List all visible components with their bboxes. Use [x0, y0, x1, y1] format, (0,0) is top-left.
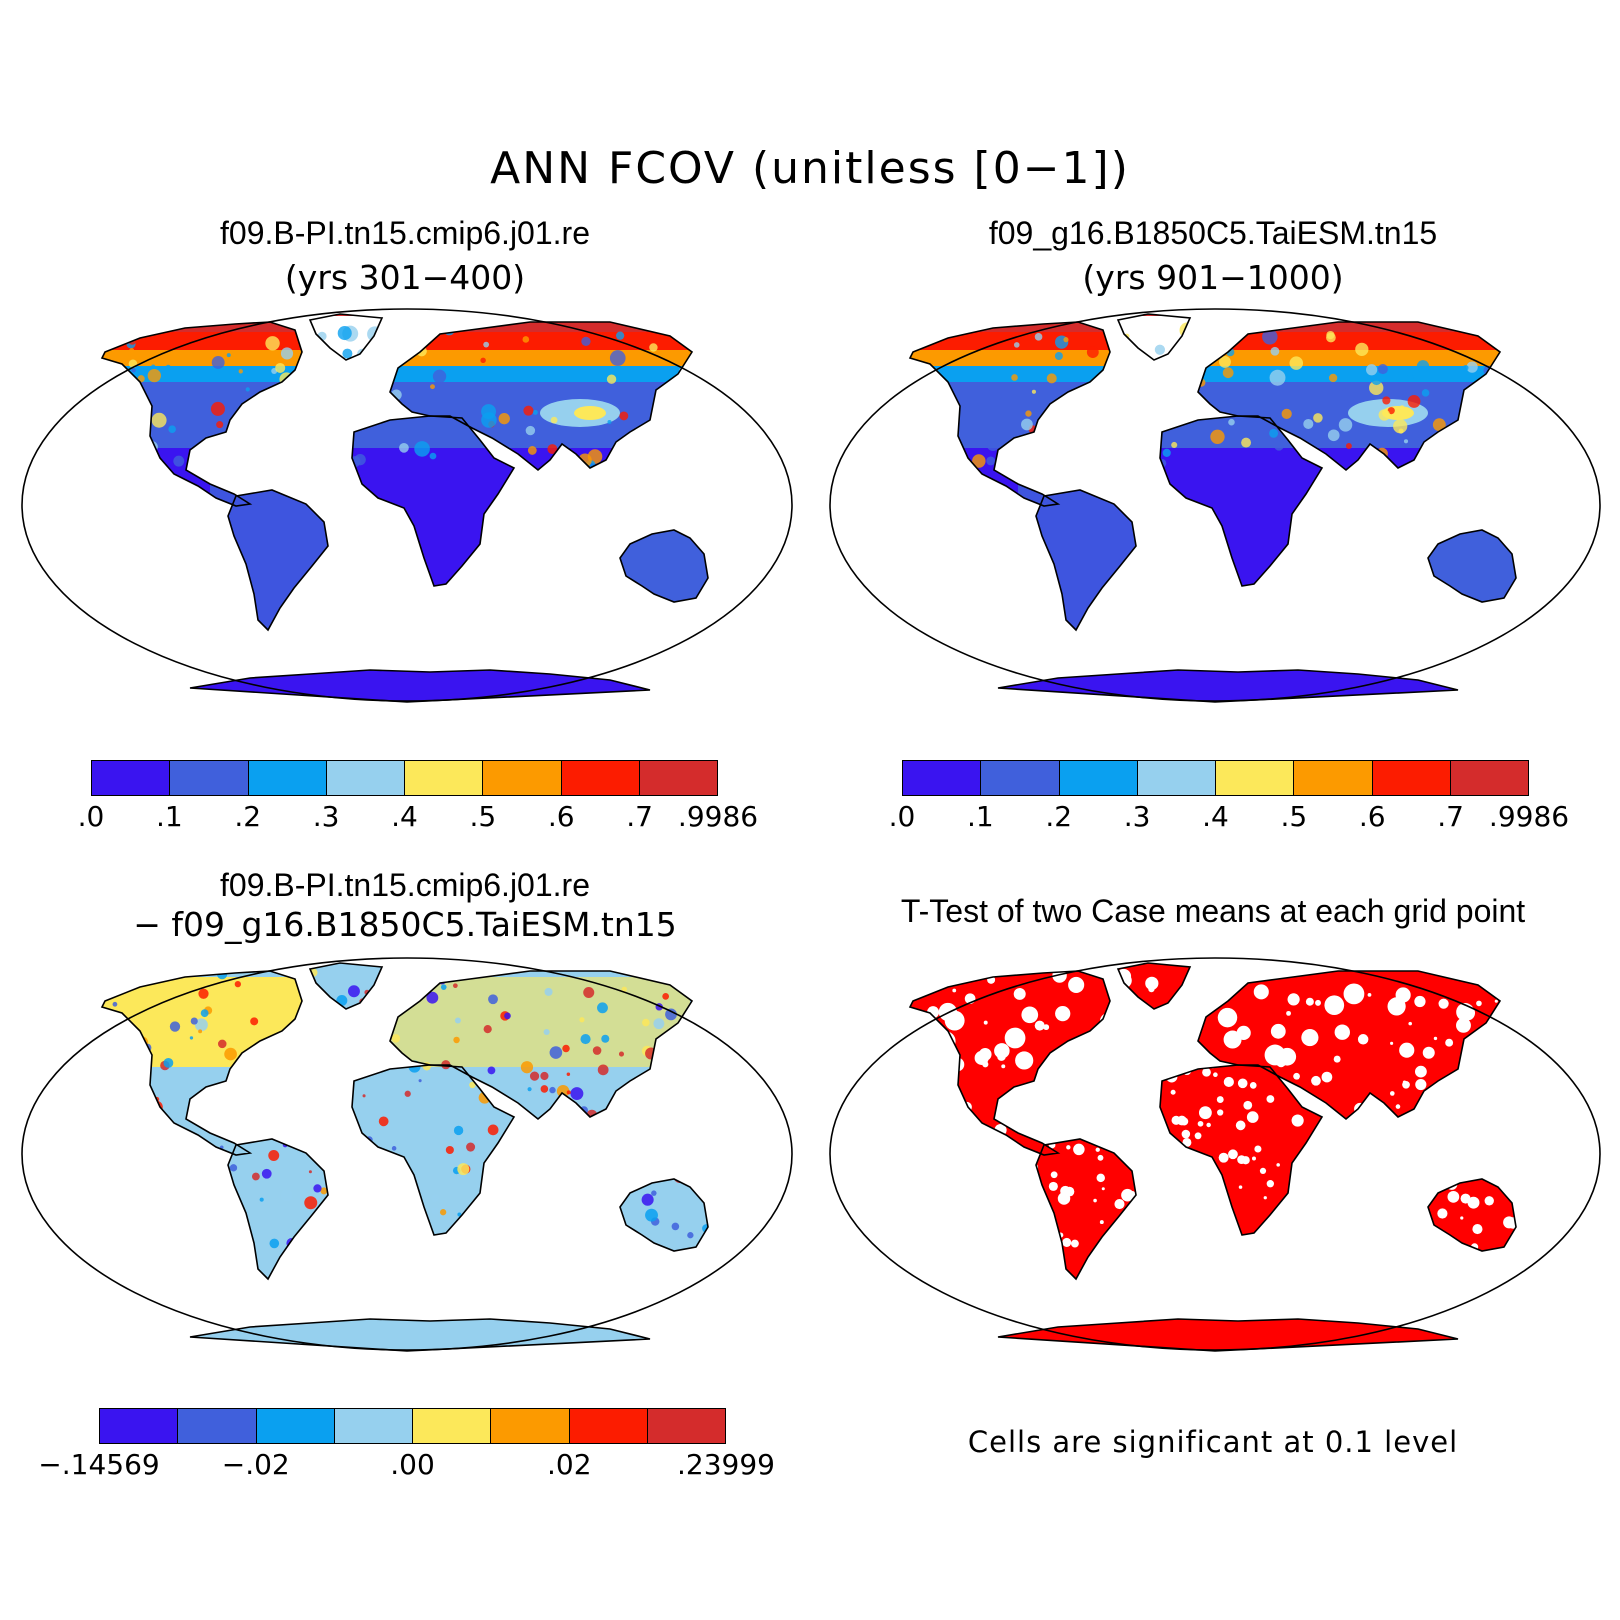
colorbar-tick-label: .6	[547, 800, 575, 833]
colorbar-swatch	[100, 1409, 179, 1443]
colorbar-tick-label: .4	[391, 800, 418, 833]
coastline-greenland	[308, 962, 384, 1010]
colorbar-tick-label: .5	[1280, 800, 1308, 833]
colorbar-swatch	[256, 1409, 335, 1443]
panel4-map	[829, 957, 1601, 1352]
colorbar-swatch	[483, 761, 562, 795]
panel2-subtitle: (yrs 901−1000)	[1082, 258, 1344, 297]
colorbar-tick-label: .3	[312, 800, 340, 833]
coastline-northAmerica	[100, 321, 303, 507]
coastline-northAmerica	[100, 970, 303, 1156]
colorbar-tick-label: .1	[156, 800, 183, 833]
coastline-northAmerica	[908, 970, 1111, 1156]
colorbar-swatch	[92, 761, 171, 795]
colorbar-tick-label: .0	[888, 800, 916, 833]
panel3-map	[21, 957, 793, 1352]
colorbar-tick-label: .2	[234, 800, 262, 833]
coastline-southAmerica	[1035, 1138, 1137, 1281]
coastline-africa	[351, 1064, 516, 1236]
coastline-antarctica	[997, 669, 1459, 703]
colorbar-tick-label: .9986	[1488, 800, 1570, 833]
colorbar-swatch	[248, 761, 327, 795]
coastline-australia	[1427, 1178, 1517, 1252]
colorbar-panel2-labels: .0 .1 .2 .3 .4 .5 .6 .7 .9986	[889, 800, 1569, 836]
colorbar-swatch	[903, 761, 982, 795]
coastline-greenland	[308, 313, 384, 361]
coastline-africa	[351, 415, 516, 587]
colorbar-tick-label: .7	[1437, 800, 1464, 833]
colorbar-tick-label: .5	[469, 800, 497, 833]
colorbar-tick-label: −.14569	[38, 1448, 160, 1481]
colorbar-swatch	[1372, 761, 1451, 795]
coastline-australia	[619, 1178, 709, 1252]
colorbar-swatch	[1216, 761, 1295, 795]
colorbar-tick-label: .23999	[677, 1448, 775, 1481]
colorbar-tick-label: .7	[626, 800, 653, 833]
colorbar-swatch	[1294, 761, 1373, 795]
ttest-significance-note: Cells are significant at 0.1 level	[967, 1425, 1459, 1459]
colorbar-tick-label: .1	[967, 800, 994, 833]
colorbar-tick-label: .02	[546, 1448, 592, 1481]
colorbar-tick-label: .2	[1045, 800, 1073, 833]
colorbar-tick-label: .3	[1123, 800, 1151, 833]
panel1-title: f09.B-PI.tn15.cmip6.j01.re	[220, 215, 590, 251]
colorbar-swatch	[334, 1409, 413, 1443]
panel1-subtitle: (yrs 301−400)	[284, 258, 526, 297]
coastline-africa	[1159, 415, 1324, 587]
map-boundary	[829, 957, 1601, 1351]
map-boundary	[21, 957, 793, 1351]
map-boundary	[829, 308, 1601, 702]
map-boundary	[21, 308, 793, 702]
panel1-map	[21, 308, 793, 703]
colorbar-panel3-labels: −.14569 −.02 .00 .02 .23999	[38, 1448, 775, 1484]
panel2-title: f09_g16.B1850C5.TaiESM.tn15	[988, 215, 1438, 251]
colorbar-swatch	[981, 761, 1060, 795]
colorbar-tick-label: −.02	[221, 1448, 290, 1481]
coastline-antarctica	[997, 1318, 1459, 1352]
colorbar-swatch	[561, 761, 640, 795]
colorbar-swatch	[178, 1409, 257, 1443]
colorbar-tick-label: .4	[1202, 800, 1229, 833]
colorbar-swatch	[326, 761, 405, 795]
coastline-northAmerica	[908, 321, 1111, 507]
colorbar-swatch	[569, 1409, 648, 1443]
coastline-southAmerica	[1035, 489, 1137, 632]
colorbar-swatch	[647, 1409, 725, 1443]
colorbar-panel3	[99, 1408, 726, 1444]
colorbar-panel1-labels: .0 .1 .2 .3 .4 .5 .6 .7 .9986	[78, 800, 758, 836]
figure-title: ANN FCOV (unitless [0−1])	[490, 143, 1130, 194]
panel3-subtitle: − f09_g16.B1850C5.TaiESM.tn15	[133, 905, 677, 944]
coastline-eurasia	[1197, 321, 1502, 472]
colorbar-panel2	[902, 760, 1529, 796]
colorbar-swatch	[413, 1409, 492, 1443]
coastline-australia	[619, 529, 709, 603]
colorbar-swatch	[639, 761, 717, 795]
coastline-eurasia	[389, 321, 694, 472]
coastline-southAmerica	[227, 489, 329, 632]
coastline-southAmerica	[227, 1138, 329, 1281]
colorbar-tick-label: .6	[1358, 800, 1386, 833]
coastline-antarctica	[189, 669, 651, 703]
panel3-title: f09.B-PI.tn15.cmip6.j01.re	[220, 867, 590, 903]
colorbar-swatch	[170, 761, 249, 795]
coastline-africa	[1159, 1064, 1324, 1236]
colorbar-tick-label: .0	[77, 800, 105, 833]
colorbar-tick-label: .00	[390, 1448, 435, 1481]
coastline-eurasia	[1197, 970, 1502, 1121]
colorbar-panel1	[91, 760, 718, 796]
coastline-greenland	[1116, 313, 1192, 361]
colorbar-swatch	[405, 761, 484, 795]
coastline-greenland	[1116, 962, 1192, 1010]
coastline-australia	[1427, 529, 1517, 603]
colorbar-swatch	[1450, 761, 1528, 795]
colorbar-swatch	[491, 1409, 570, 1443]
colorbar-swatch	[1059, 761, 1138, 795]
coastline-antarctica	[189, 1318, 651, 1352]
colorbar-tick-label: .9986	[677, 800, 759, 833]
panel4-title: T-Test of two Case means at each grid po…	[900, 893, 1526, 929]
colorbar-swatch	[1137, 761, 1216, 795]
coastline-eurasia	[389, 970, 694, 1121]
panel2-map	[829, 308, 1601, 703]
